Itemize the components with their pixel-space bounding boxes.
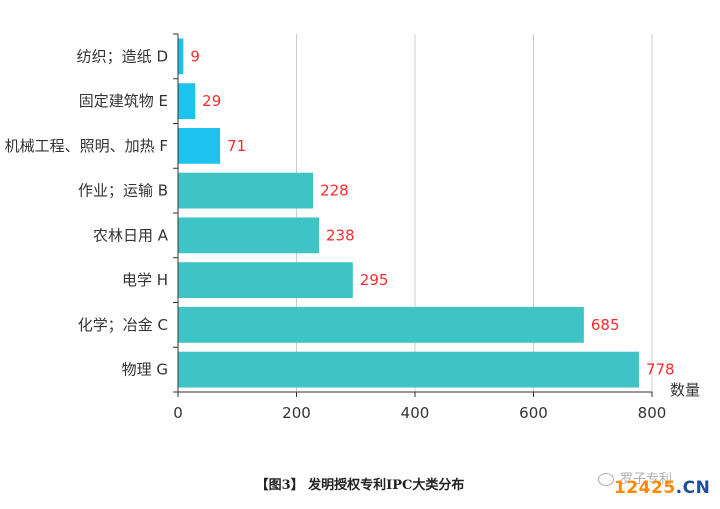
category-label: 农林日用 A (93, 226, 169, 244)
data-label: 228 (320, 182, 349, 200)
x-axis-title: 数量 (670, 381, 700, 399)
category-label: 电学 H (122, 271, 168, 289)
x-tick-label: 800 (638, 404, 667, 422)
figure-caption: 【图3】 发明授权专利IPC大类分布 (255, 478, 465, 493)
bar (178, 217, 320, 254)
x-tick-label: 200 (282, 404, 311, 422)
site-badge: 12425.CN (614, 478, 710, 498)
x-tick-label: 400 (401, 404, 430, 422)
bar-chart: 9 纺织；造纸 D 29 固定建筑物 E 71 机械工程、照明、加热 F 228 作业；运输 … (5, 33, 700, 422)
data-label: 29 (202, 92, 221, 110)
data-label: 9 (190, 47, 200, 65)
site-badge-tld: .CN (675, 478, 711, 498)
category-label: 机械工程、照明、加热 F (5, 137, 168, 155)
bar (178, 306, 584, 343)
site-badge-number: 12425 (614, 478, 676, 498)
watermark-text: 罗子专利 (620, 472, 673, 487)
bar (178, 38, 184, 75)
x-tick-label: 600 (519, 404, 548, 422)
bar (178, 83, 196, 120)
category-label: 物理 G (122, 361, 168, 379)
data-label: 71 (227, 137, 246, 155)
wechat-icon (598, 473, 614, 486)
watermark: 罗子专利 (598, 468, 672, 487)
data-label: 295 (360, 271, 389, 289)
category-label: 化学；冶金 C (78, 316, 168, 334)
bar (178, 127, 221, 164)
x-tick-label: 0 (173, 404, 183, 422)
bar (178, 172, 314, 209)
data-label: 238 (326, 226, 355, 244)
bar (178, 262, 353, 299)
category-label: 固定建筑物 E (79, 92, 168, 110)
data-label: 778 (646, 361, 675, 379)
category-label: 纺织；造纸 D (77, 47, 168, 65)
data-label: 685 (591, 316, 620, 334)
bar (178, 351, 639, 388)
category-label: 作业；运输 B (78, 182, 168, 200)
